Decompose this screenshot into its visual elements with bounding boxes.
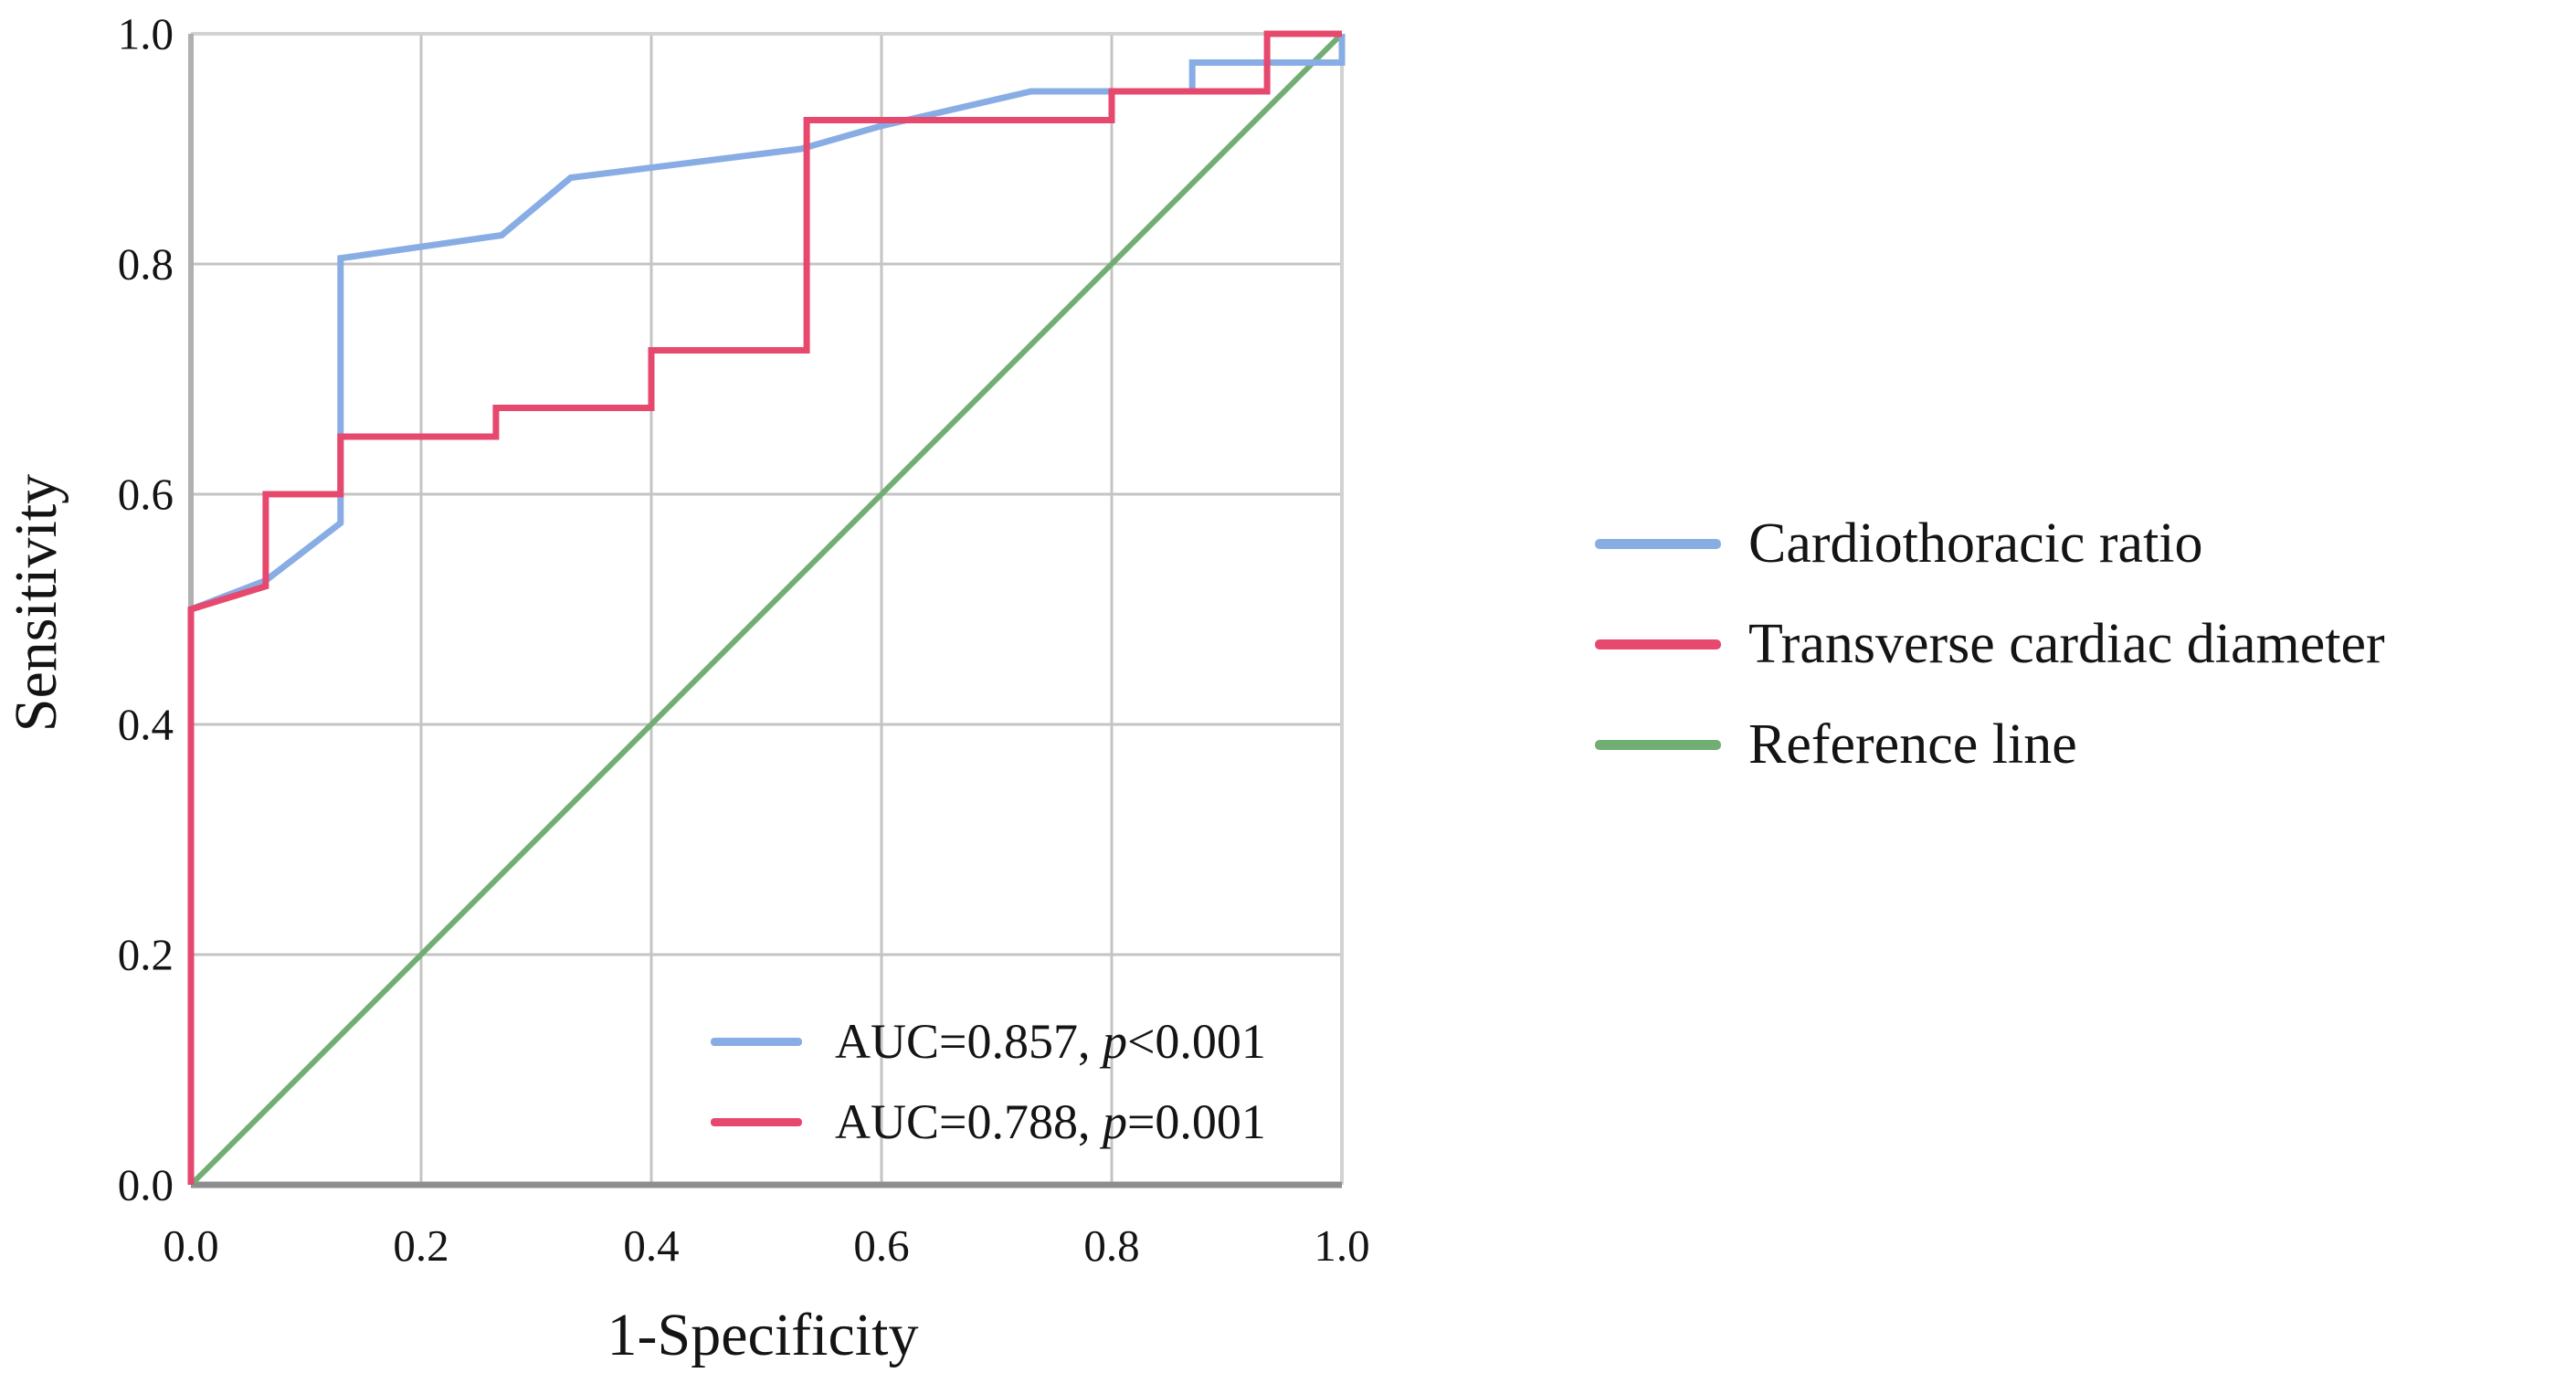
y-axis-title: Sensitivity — [3, 473, 69, 733]
y-tick-label: 0.6 — [117, 469, 174, 520]
auc-annotation-text: AUC=0.788, p=0.001 — [835, 1094, 1266, 1149]
legend-item-transverse-cardiac-diameter: Transverse cardiac diameter — [1595, 594, 2385, 694]
auc-annotation-transverse: AUC=0.788, p=0.001 — [711, 1094, 1266, 1149]
y-tick-label: 1.0 — [117, 8, 174, 59]
roc-series-reference-line — [188, 31, 1345, 1188]
y-tick-label: 0.0 — [117, 1159, 174, 1210]
y-tick-label: 0.4 — [117, 699, 174, 750]
x-tick-label: 0.0 — [163, 1220, 219, 1271]
x-tick-label: 0.4 — [623, 1220, 680, 1271]
legend-swatch-green-line-icon — [1595, 739, 1721, 750]
legend-label: Cardiothoracic ratio — [1748, 512, 2203, 575]
legend-swatch-blue-line-icon — [1595, 538, 1721, 549]
auc-annotation-cardiothoracic: AUC=0.857, p<0.001 — [711, 1014, 1266, 1069]
legend-item-cardiothoracic-ratio: Cardiothoracic ratio — [1595, 493, 2385, 594]
x-axis-title: 1-Specificity — [607, 1302, 919, 1368]
roc-series-transverse-cardiac-diameter — [187, 30, 1342, 1185]
legend-label: Transverse cardiac diameter — [1748, 612, 2385, 675]
legend-label: Reference line — [1748, 713, 2077, 776]
x-tick-label: 0.8 — [1083, 1220, 1140, 1271]
auc-annotation-text: AUC=0.857, p<0.001 — [835, 1014, 1266, 1069]
annotation-swatch-blue-line-icon — [711, 1037, 802, 1046]
annotation-swatch-red-line-icon — [711, 1117, 802, 1126]
y-tick-label: 0.8 — [117, 238, 174, 290]
x-tick-label: 1.0 — [1314, 1220, 1370, 1271]
x-tick-label: 0.6 — [853, 1220, 910, 1271]
x-tick-label: 0.2 — [393, 1220, 449, 1271]
legend-item-reference-line: Reference line — [1595, 694, 2385, 795]
legend: Cardiothoracic ratio Transverse cardiac … — [1595, 493, 2385, 795]
y-tick-label: 0.2 — [117, 929, 174, 980]
roc-series-cardiothoracic-ratio — [187, 34, 1346, 1185]
legend-swatch-red-line-icon — [1595, 639, 1721, 649]
